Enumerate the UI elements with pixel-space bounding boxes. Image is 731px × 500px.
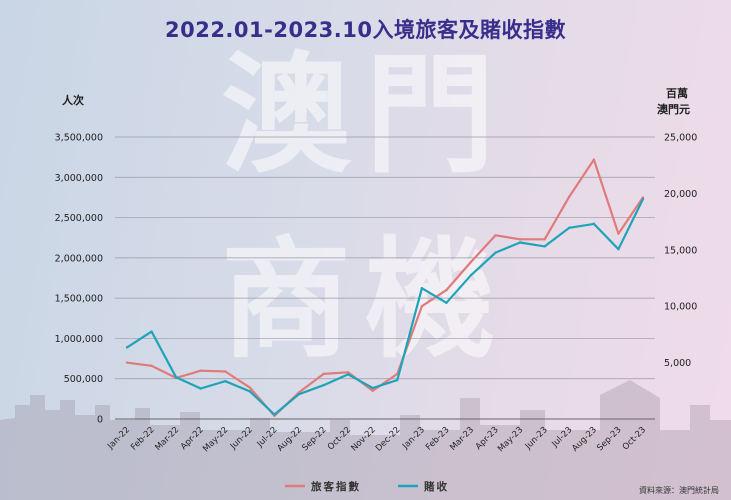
data-point [174,376,178,379]
y-left-tick-label: 0 [97,415,103,426]
y-right-tick-label: 15,000 [664,245,697,256]
chart-title: 2022.01-2023.10入境旅客及賭收指數 [164,18,566,42]
y-axis-right-label-line1: 百萬 [666,86,688,100]
gridlines [115,136,655,420]
y-right-tick-label: 10,000 [664,302,697,313]
data-point [420,305,424,308]
data-point [224,380,227,383]
skyline-shape [0,380,731,500]
watermark-text-bottom: 商機 [221,224,509,376]
data-point [248,390,252,393]
data-point [248,386,252,389]
data-point [592,158,596,161]
y-left-tick-label: 500,000 [64,374,103,385]
y-left-tick-label: 2,000,000 [55,253,103,264]
data-point [322,372,325,376]
data-point [371,389,374,392]
data-point [199,369,202,372]
y-left-tick-label: 1,500,000 [55,294,103,305]
legend: 旅客指數 賭收 [285,480,449,493]
data-point [469,260,473,264]
data-point [518,238,522,241]
series-line-visitors [126,158,644,417]
legend-label: 旅客指數 [311,480,361,493]
data-point [469,273,473,277]
data-point [568,195,571,198]
data-point [494,251,497,254]
data-point [568,226,571,230]
data-point [641,197,645,201]
data-point [617,248,620,251]
data-point [420,286,424,290]
data-point [273,413,276,416]
data-point [150,330,153,333]
y-axis-left-label: 人次 [62,93,84,107]
y-left-tick-label: 3,000,000 [55,173,103,184]
series-line-gaming-revenue [126,198,644,416]
data-point [543,238,546,241]
y-left-tick-label: 3,500,000 [55,133,103,144]
series-lines [125,158,645,417]
data-point [224,370,227,373]
data-point [396,378,399,382]
data-point [445,288,448,292]
data-point [322,383,325,387]
data-point [297,392,301,396]
source-note: 資料來源：澳門統計局 [639,486,719,495]
data-point [371,386,374,390]
y-right-tick-label: 25,000 [664,133,697,144]
data-point [494,234,497,237]
y-axis-right-label-line2: 澳門元 [657,102,690,116]
y-axis-right-ticks: 5,000 10,000 15,000 20,000 25,000 [664,133,697,370]
data-point [617,232,620,235]
watermark: 澳門 商機 [221,39,509,376]
y-axis-left-ticks: 0 500,000 1,000,000 1,500,000 2,000,000 2,500… [55,133,103,426]
y-right-tick-label: 5,000 [664,358,691,369]
data-point [592,222,596,226]
data-point [150,364,153,368]
data-point [346,371,350,374]
data-point [199,387,202,390]
data-point [543,245,546,248]
legend-label: 賭收 [423,480,449,493]
data-point [125,346,129,349]
data-point [346,373,350,376]
y-left-tick-label: 1,000,000 [55,334,103,345]
data-point [518,241,522,244]
y-right-tick-label: 20,000 [664,189,697,200]
y-left-tick-label: 2,500,000 [55,213,103,224]
watermark-text-top: 澳門 [221,39,509,191]
data-point [125,361,129,364]
data-point [445,301,448,305]
city-skyline-background [0,380,731,500]
